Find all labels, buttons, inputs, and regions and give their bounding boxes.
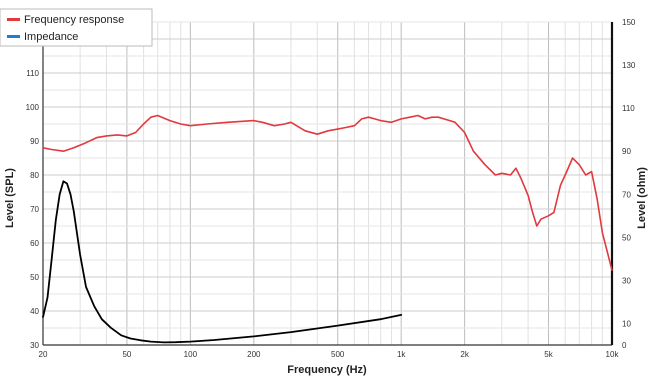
y-right-tick-label: 10 [622,319,631,328]
x-tick-label: 5k [544,350,553,359]
y-left-tick-label: 80 [30,171,39,180]
y-left-tick-label: 50 [30,273,39,282]
axes [42,22,614,346]
legend-swatch-impedance [7,35,20,38]
series-lines [42,114,613,344]
y-axis-left-title: Level (SPL) [4,168,16,228]
grid [42,21,613,346]
legend-swatch-frequency-response [7,18,20,21]
y-right-tick-label: 30 [622,276,631,285]
x-tick-label: 50 [122,350,131,359]
y-left-tick-label: 70 [30,205,39,214]
x-tick-label: 200 [247,350,261,359]
plot-area [43,22,612,345]
y-right-tick-label: 150 [622,18,636,27]
x-axis-title: Frequency (Hz) [287,364,367,376]
legend-label-frequency-response: Frequency response [24,14,124,26]
x-tick-label: 100 [184,350,198,359]
y-right-tick-label: 70 [622,190,631,199]
y-right-tick-label: 130 [622,61,636,70]
x-tick-label: 10k [606,350,620,359]
x-tick-label: 500 [331,350,345,359]
legend-label-impedance: Impedance [24,31,78,43]
y-left-tick-label: 90 [30,137,39,146]
y-right-tick-label: 50 [622,233,631,242]
y-left-tick-label: 110 [26,69,39,78]
y-right-tick-label: 90 [622,147,631,156]
y-left-tick-label: 60 [30,239,39,248]
legend-box [0,8,153,47]
x-tick-label: 1k [397,350,406,359]
impedance-line [42,180,403,344]
x-tick-label: 20 [39,350,48,359]
y-right-tick-label: 110 [622,104,635,113]
y-right-tick-label: 0 [622,341,627,350]
x-tick-label: 2k [460,350,469,359]
y-left-tick-label: 30 [30,341,39,350]
y-left-tick-label: 100 [26,103,40,112]
frequency-response-line [42,114,613,272]
y-axis-right-title: Level (ohm) [636,167,648,229]
legend: Frequency response Impedance [0,8,153,47]
y-left-tick-label: 40 [30,307,39,316]
